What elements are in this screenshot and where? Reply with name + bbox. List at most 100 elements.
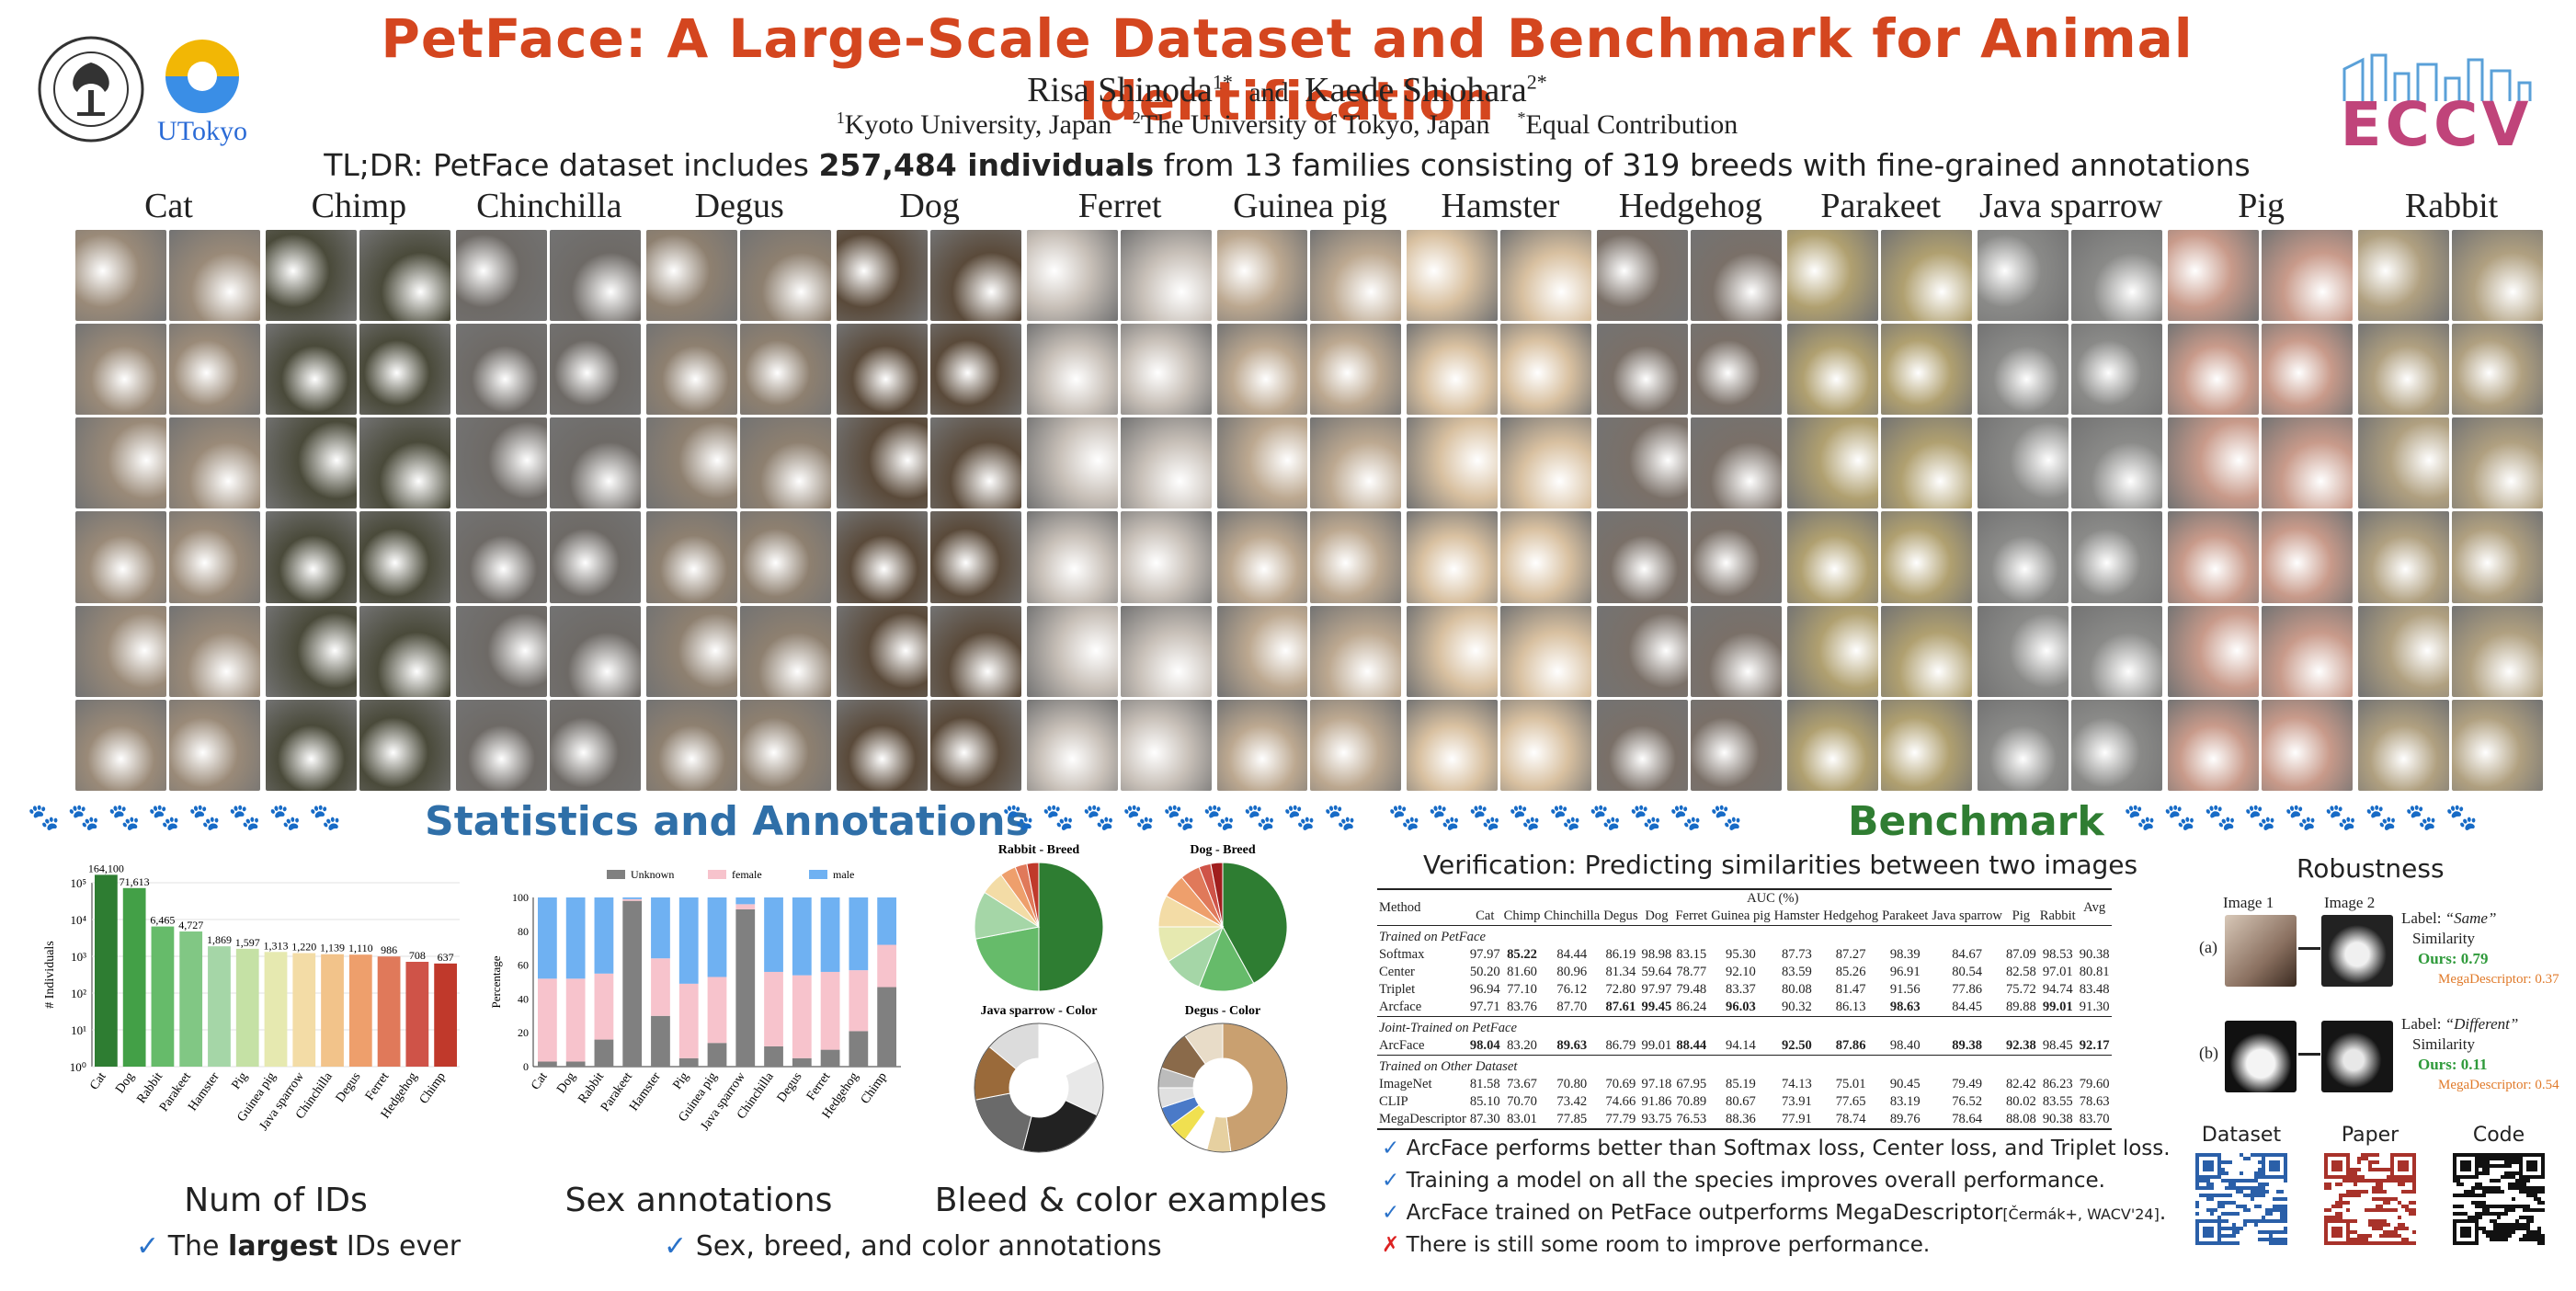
animal-photo — [1310, 511, 1402, 603]
animal-photo — [1691, 230, 1783, 322]
qr-module — [2247, 1157, 2251, 1160]
table-cell: 85.22 — [1507, 947, 1537, 962]
table-cell: 90.38 — [2042, 1112, 2073, 1126]
stacked-bar-segment — [622, 897, 643, 899]
qr-module — [2262, 1190, 2265, 1194]
qr-module — [2493, 1164, 2497, 1168]
qr-module — [2526, 1194, 2530, 1197]
qr-module — [2526, 1227, 2530, 1230]
bar — [348, 954, 372, 1067]
qr-finder — [2460, 1160, 2471, 1171]
qr-module — [2497, 1190, 2501, 1194]
qr-module — [2460, 1182, 2464, 1186]
qr-module — [2515, 1153, 2519, 1157]
num-ids-note: ✓ The largest IDs ever — [136, 1230, 462, 1262]
dataset-qr-icon[interactable] — [2195, 1153, 2287, 1249]
qr-module — [2537, 1241, 2541, 1245]
qr-module — [2508, 1205, 2512, 1208]
animal-photo — [455, 417, 547, 509]
qr-module — [2324, 1182, 2328, 1186]
table-cell: 83.15 — [1676, 947, 1707, 962]
table-cell: 83.37 — [1726, 982, 1756, 997]
qr-module — [2361, 1190, 2365, 1194]
qr-module — [2254, 1223, 2258, 1227]
animal-photo — [2168, 324, 2260, 416]
pie-title: Rabbit - Breed — [998, 844, 1080, 857]
qr-module — [2501, 1157, 2504, 1160]
table-cell: 87.27 — [1835, 947, 1866, 962]
qr-module — [2217, 1194, 2221, 1197]
qr-module — [2515, 1157, 2519, 1160]
qr-module — [2240, 1227, 2243, 1230]
species-label: Ferret — [1077, 187, 1162, 225]
benchmark-bullet: ✗ There is still some room to improve pe… — [1382, 1233, 2172, 1257]
qr-module — [2497, 1157, 2501, 1160]
qr-module — [2269, 1208, 2273, 1212]
qr-module — [2284, 1230, 2287, 1234]
qr-module — [2342, 1194, 2346, 1197]
qr-module — [2501, 1238, 2504, 1241]
column-header: Rabbit — [2039, 908, 2076, 923]
qr-module — [2383, 1197, 2387, 1201]
qr-module — [2210, 1182, 2214, 1186]
qr-module — [2258, 1153, 2262, 1157]
qr-module — [2468, 1194, 2471, 1197]
table-cell: 92.50 — [1781, 1038, 1812, 1053]
qr-module — [2456, 1179, 2460, 1182]
code-qr-icon[interactable] — [2453, 1153, 2545, 1249]
qr-module — [2519, 1227, 2523, 1230]
qr-module — [2376, 1179, 2379, 1182]
column-header: Chinchilla — [1544, 908, 1601, 923]
table-cell: 77.85 — [1556, 1112, 1588, 1126]
table-cell: 97.18 — [1641, 1077, 1672, 1091]
qr-module — [2361, 1157, 2365, 1160]
paper-qr-icon[interactable] — [2324, 1153, 2416, 1249]
qr-module — [2515, 1205, 2519, 1208]
qr-module — [2243, 1205, 2247, 1208]
table-cell: 81.58 — [1469, 1077, 1500, 1091]
bar-value-label: 1,139 — [320, 942, 345, 954]
check-icon: ✓ — [664, 1230, 688, 1262]
qr-module — [2394, 1241, 2398, 1245]
animal-photo — [2452, 699, 2543, 791]
qr-module — [2534, 1234, 2537, 1238]
qr-module — [2372, 1227, 2376, 1230]
qr-module — [2379, 1241, 2383, 1245]
animal-photo — [1787, 417, 1879, 509]
qr-module — [2273, 1205, 2276, 1208]
qr-module — [2482, 1153, 2486, 1157]
qr-module — [2401, 1223, 2405, 1227]
qr-module — [2486, 1168, 2490, 1171]
y-tick-label: 10⁴ — [70, 913, 86, 927]
qr-module — [2206, 1182, 2210, 1186]
qr-module — [2486, 1171, 2490, 1175]
animal-photo — [1597, 230, 1689, 322]
table-cell: 91.86 — [1641, 1094, 1672, 1109]
table-cell: 83.70 — [2079, 1112, 2110, 1126]
animal-photo — [549, 417, 641, 509]
qr-module — [2412, 1186, 2416, 1190]
qr-module — [2482, 1201, 2486, 1205]
qr-module — [2497, 1230, 2501, 1234]
qr-module — [2479, 1205, 2482, 1208]
stacked-bar-segment — [735, 908, 756, 1067]
species-column — [1216, 230, 1402, 791]
species-label: Hedgehog — [1618, 187, 1762, 225]
animal-photo — [75, 699, 166, 791]
bullet-text: There is still some room to improve perf… — [1406, 1233, 1931, 1257]
paw-icon: 🐾 🐾 🐾 🐾 🐾 🐾 🐾 🐾 🐾 — [1002, 802, 1356, 832]
table-cell: 87.70 — [1556, 1000, 1588, 1014]
qr-module — [2221, 1194, 2225, 1197]
table-cell: 79.49 — [1952, 1077, 1983, 1091]
qr-module — [2328, 1186, 2331, 1190]
qr-module — [2398, 1216, 2401, 1219]
qr-module — [2526, 1179, 2530, 1182]
bar-value-label: 708 — [409, 949, 426, 962]
qr-module — [2460, 1212, 2464, 1216]
qr-module — [2412, 1241, 2416, 1245]
qr-module — [2254, 1171, 2258, 1175]
legend-swatch — [809, 870, 827, 879]
table-cell: 80.81 — [2079, 965, 2110, 979]
qr-module — [2515, 1182, 2519, 1186]
y-axis-label: Percentage — [489, 955, 503, 1008]
